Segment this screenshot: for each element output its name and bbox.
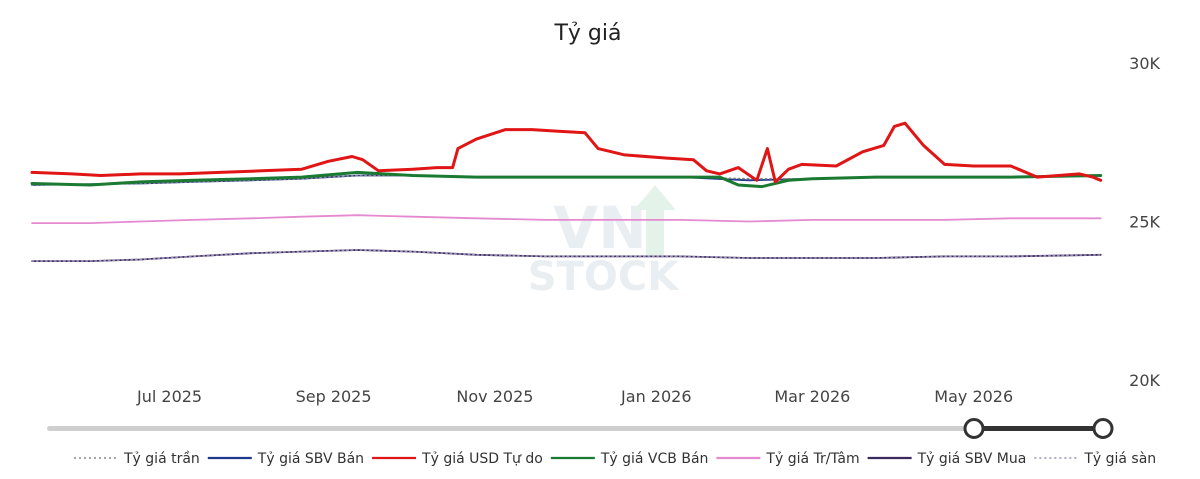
legend-item-5[interactable]: Tỷ giá SBV Mua bbox=[867, 451, 1027, 467]
svg-text:STOCK: STOCK bbox=[528, 254, 680, 300]
legend-label: Tỷ giá SBV Bán bbox=[257, 451, 364, 467]
x-tick-label: Sep 2025 bbox=[296, 387, 372, 406]
legend-label: Tỷ giá Tr/Tâm bbox=[765, 451, 859, 467]
legend-label: Tỷ giá VCB Bán bbox=[600, 451, 709, 467]
legend-item-4[interactable]: Tỷ giá Tr/Tâm bbox=[716, 451, 860, 467]
legend-label: Tỷ giá trần bbox=[123, 451, 200, 467]
x-tick-label: May 2026 bbox=[934, 387, 1013, 406]
range-slider-left-handle[interactable] bbox=[963, 418, 985, 439]
x-axis: Jul 2025 Sep 2025 Nov 2025 Jan 2026 Mar 2026… bbox=[136, 387, 1013, 406]
range-slider[interactable] bbox=[47, 418, 1114, 439]
range-slider-right-handle[interactable] bbox=[1092, 418, 1114, 439]
series-line-6 bbox=[31, 249, 1102, 262]
legend-label: Tỷ giá sàn bbox=[1083, 451, 1156, 467]
range-slider-selection[interactable] bbox=[974, 426, 1103, 431]
legend-label: Tỷ giá USD Tự do bbox=[421, 451, 543, 467]
x-tick-label: Nov 2025 bbox=[456, 387, 533, 406]
legend-item-0[interactable]: Tỷ giá trần bbox=[74, 451, 200, 467]
series-line-3 bbox=[30, 170, 1103, 189]
x-tick-label: Jul 2025 bbox=[136, 387, 202, 406]
legend-item-3[interactable]: Tỷ giá VCB Bán bbox=[550, 451, 709, 467]
y-tick-label: 20K bbox=[1129, 371, 1160, 390]
chart-legend: Tỷ giá trần Tỷ giá SBV Bán Tỷ giá USD Tự d… bbox=[74, 451, 1156, 467]
legend-label: Tỷ giá SBV Mua bbox=[917, 451, 1027, 467]
y-tick-label: 30K bbox=[1129, 54, 1160, 73]
series-line-2 bbox=[30, 121, 1103, 184]
legend-item-2[interactable]: Tỷ giá USD Tự do bbox=[372, 451, 543, 467]
x-tick-label: Mar 2026 bbox=[774, 387, 850, 406]
y-tick-label: 25K bbox=[1129, 213, 1160, 232]
range-slider-track bbox=[47, 426, 1107, 431]
y-axis: 30K 25K 20K bbox=[1129, 54, 1160, 390]
plot-area bbox=[30, 121, 1103, 263]
chart-title: Tỷ giá bbox=[553, 21, 621, 46]
x-tick-label: Jan 2026 bbox=[620, 387, 691, 406]
svg-text:VN: VN bbox=[553, 194, 646, 262]
vnstock-watermark: VN STOCK bbox=[528, 185, 680, 300]
series-line-4 bbox=[31, 214, 1102, 225]
legend-item-1[interactable]: Tỷ giá SBV Bán bbox=[207, 451, 364, 467]
legend-item-6[interactable]: Tỷ giá sàn bbox=[1034, 451, 1156, 467]
